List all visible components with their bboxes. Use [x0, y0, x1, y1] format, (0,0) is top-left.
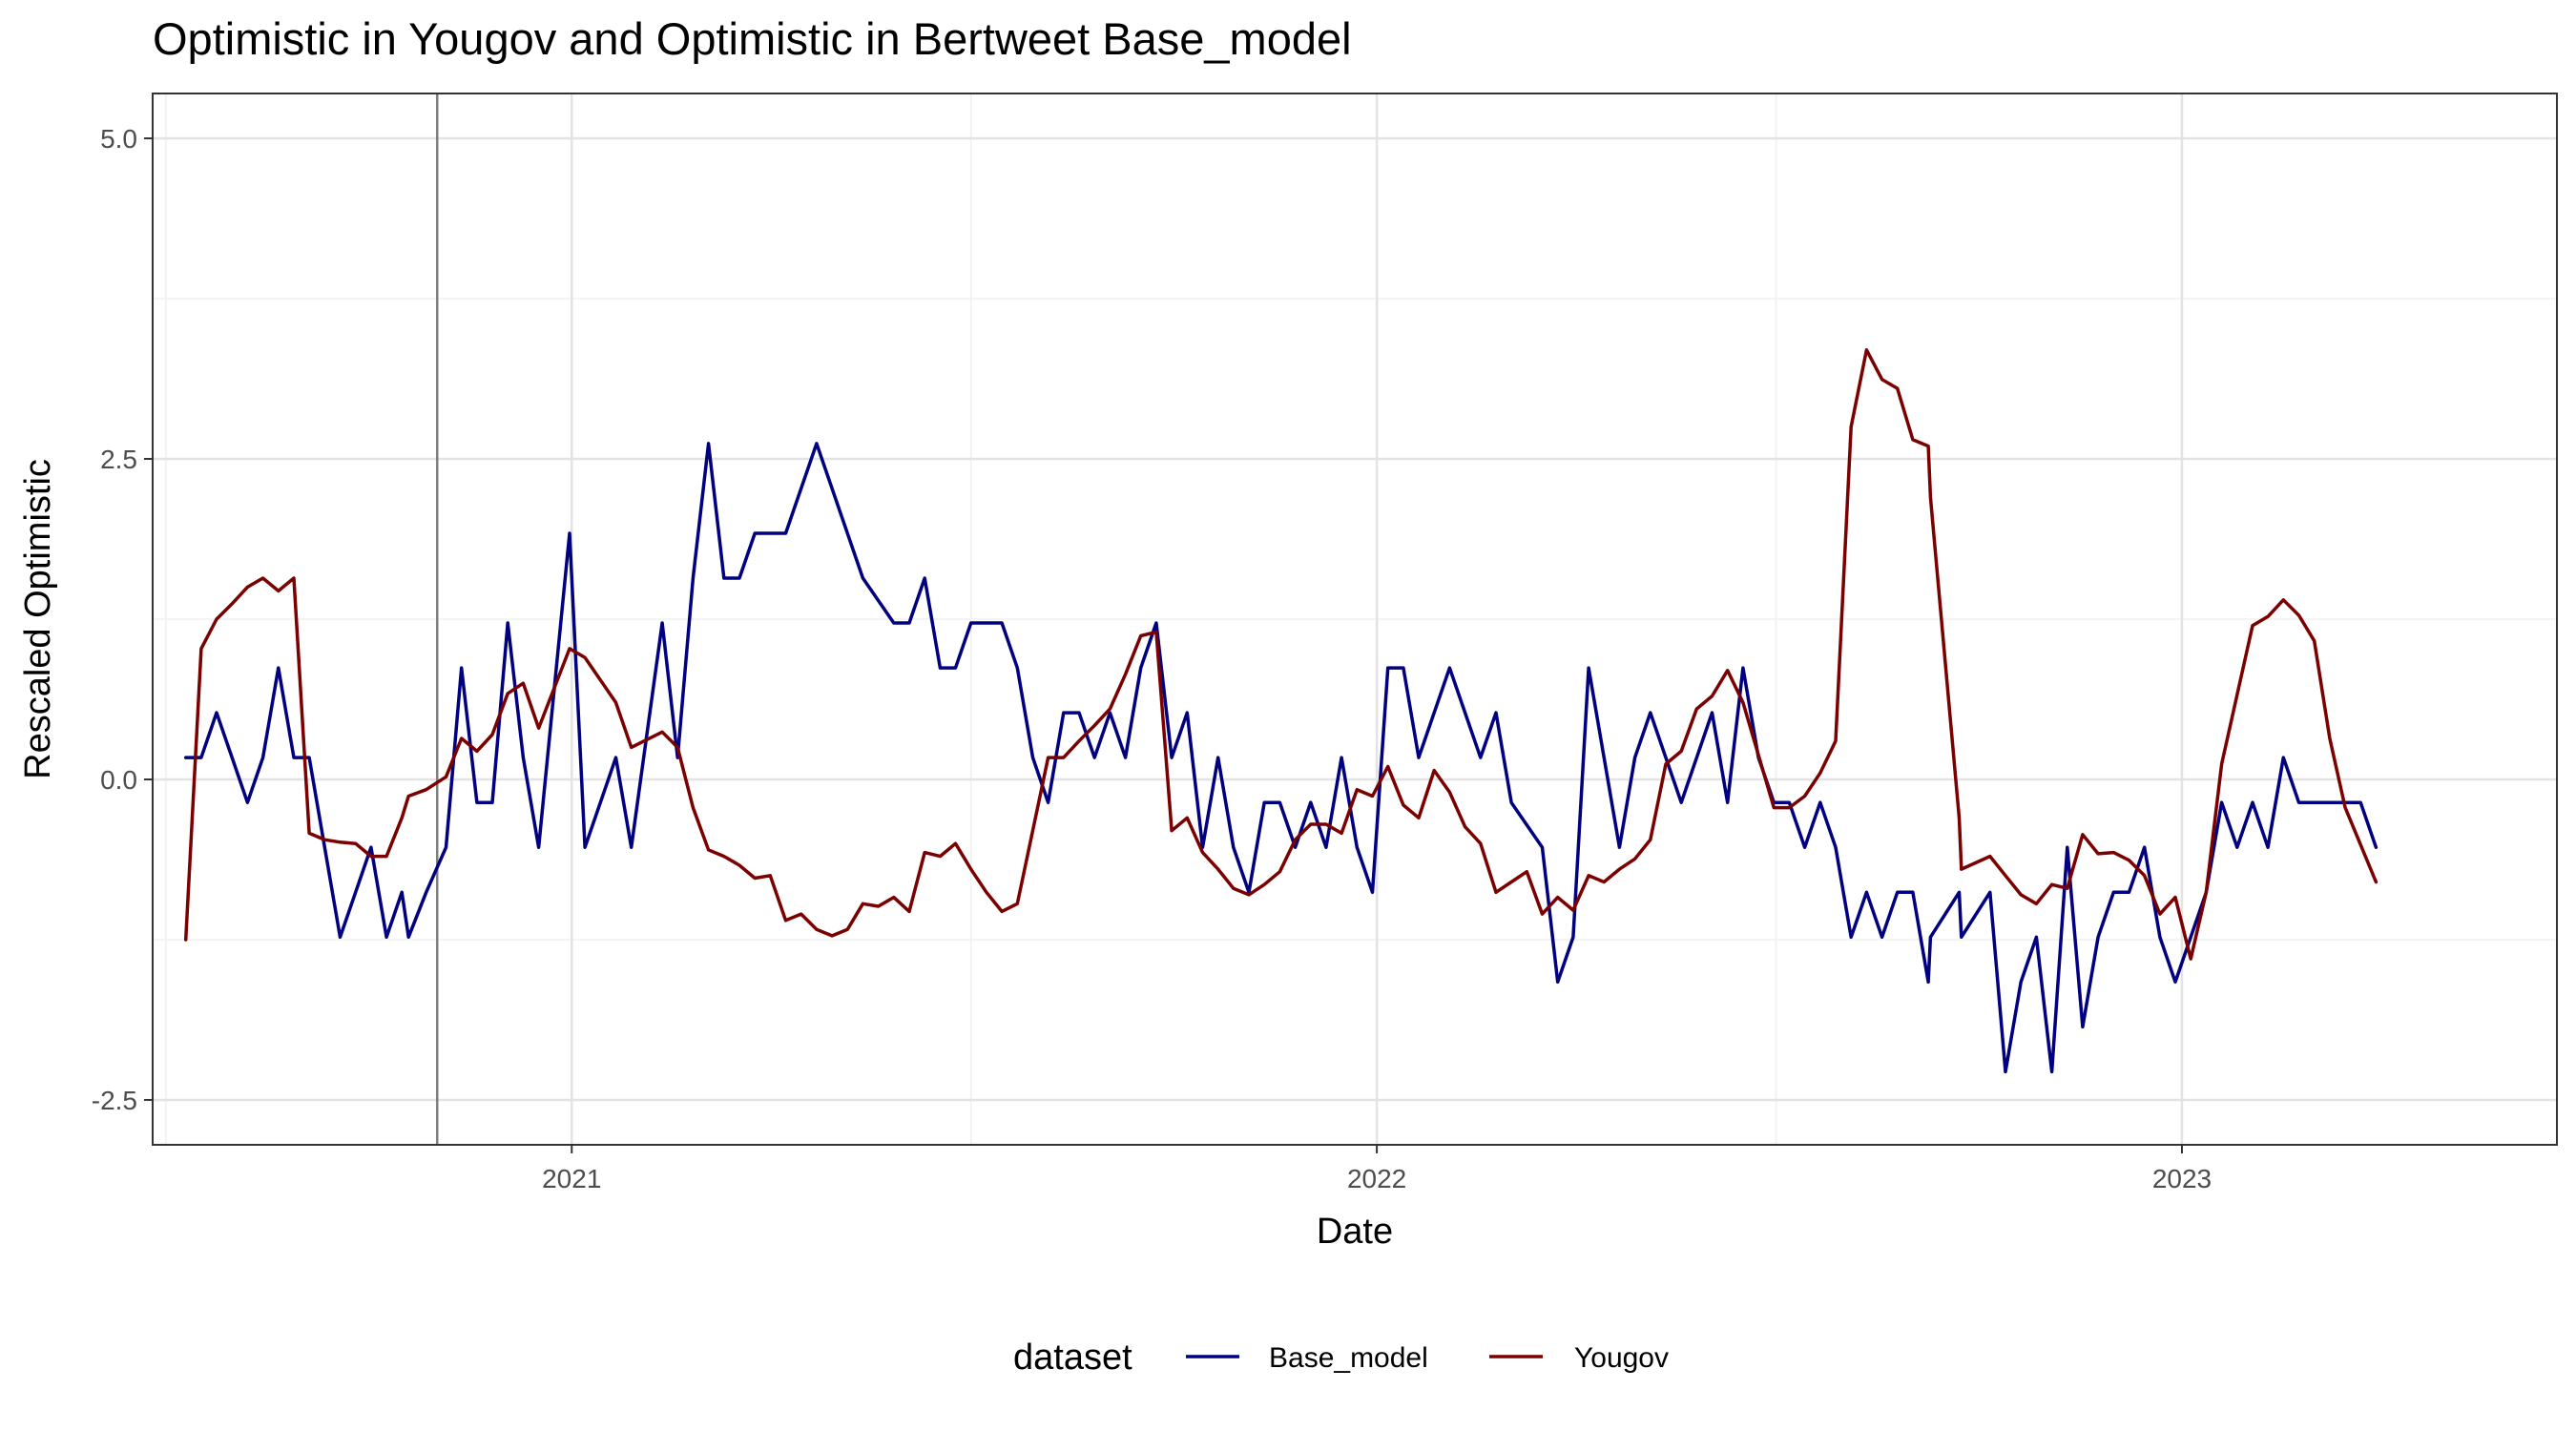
series-line-base-model [183, 442, 2379, 1074]
plot-area [152, 93, 2558, 1146]
x-axis-title: Date [1317, 1212, 1393, 1252]
legend-label-base-model: Base_model [1269, 1342, 1428, 1374]
y-axis: -2.5 0.0 2.5 5.0 [92, 124, 153, 1115]
x-tick-label: 2022 [1347, 1164, 1406, 1193]
series-lines [183, 348, 2379, 1074]
major-gridlines [153, 93, 2557, 1145]
legend: dataset Base_model Yougov [1013, 1338, 1669, 1378]
x-tick-label: 2023 [2152, 1164, 2212, 1193]
y-tick-label: 2.5 [100, 445, 137, 474]
series-line-yougov [183, 348, 2379, 961]
legend-label-yougov: Yougov [1574, 1342, 1669, 1374]
x-axis: 2021 2022 2023 [542, 1145, 2212, 1193]
chart-title: Optimistic in Yougov and Optimistic in B… [153, 13, 1352, 64]
minor-gridlines [153, 93, 2557, 1145]
x-tick-label: 2021 [542, 1164, 601, 1193]
legend-title: dataset [1013, 1338, 1132, 1378]
plot-border [152, 93, 2558, 1146]
y-tick-label: 5.0 [100, 124, 137, 154]
y-tick-label: 0.0 [100, 765, 137, 795]
y-tick-label: -2.5 [92, 1086, 137, 1115]
y-axis-title: Rescaled Optimistic [18, 459, 58, 779]
